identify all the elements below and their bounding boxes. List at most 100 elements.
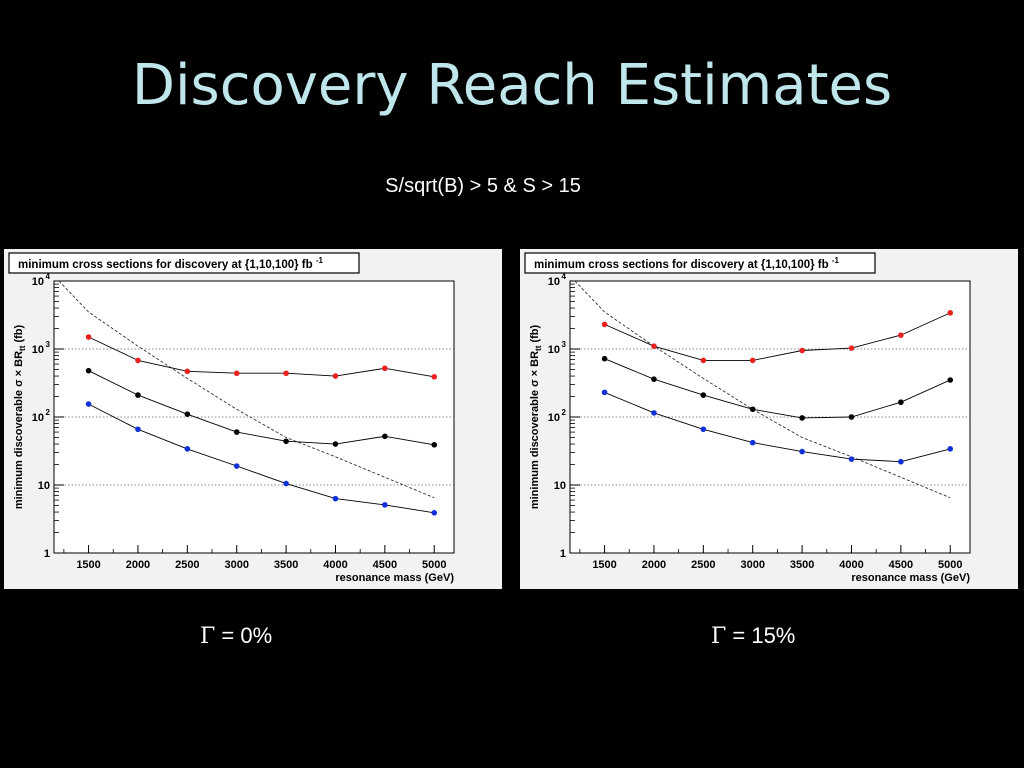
x-tick-label: 2500 [175, 559, 199, 571]
data-point-black [848, 414, 855, 420]
data-point-black [332, 441, 339, 447]
x-tick-label: 2500 [691, 559, 715, 571]
data-point-blue [898, 458, 904, 465]
data-point-black [184, 411, 191, 417]
chart-title: minimum cross sections for discovery at … [534, 256, 840, 271]
chart-title: minimum cross sections for discovery at … [18, 256, 324, 271]
data-point-black [382, 433, 388, 440]
y-tick-label: 10 [548, 276, 560, 288]
data-point-blue [332, 495, 339, 502]
y-tick-exponent: 3 [46, 340, 51, 349]
series-line-blue [604, 391, 951, 463]
x-tick-label: 2000 [126, 559, 150, 571]
series-line-red [88, 336, 435, 378]
y-tick-exponent: 4 [562, 272, 567, 281]
data-point-red [848, 345, 855, 351]
series-line-black [604, 358, 951, 419]
chart-title-box [8, 252, 360, 274]
data-point-red [947, 310, 954, 316]
data-point-blue [799, 448, 805, 455]
data-point-blue [700, 426, 707, 433]
caption-left: Γ = 0% [200, 623, 272, 649]
data-point-blue [749, 439, 756, 446]
data-point-black [283, 438, 289, 445]
data-point-red [651, 343, 657, 349]
data-point-red [283, 370, 289, 377]
chart-left: minimum cross sections for discovery at … [8, 252, 455, 584]
y-tick-label: 1 [44, 548, 50, 560]
data-point-blue [601, 389, 608, 396]
caption-left-text: = 0% [215, 623, 273, 648]
y-tick-exponent: 2 [46, 408, 51, 417]
x-tick-label: 2000 [642, 559, 666, 571]
caption-right-text: = 15% [726, 623, 796, 648]
x-tick-label: 3500 [274, 559, 298, 571]
data-point-red [135, 357, 141, 364]
reference-curve [58, 280, 435, 499]
data-point-red [749, 357, 756, 364]
y-tick-exponent: 4 [46, 272, 51, 281]
chart-panel-left: minimum cross sections for discovery at … [4, 249, 502, 589]
data-point-blue [233, 463, 240, 469]
data-point-blue [283, 480, 289, 487]
y-tick-exponent: 2 [562, 408, 567, 417]
data-point-black [898, 399, 904, 406]
x-tick-label: 4000 [323, 559, 347, 571]
y-axis-label: minimum discoverable σ × BRtt (fb) [13, 325, 27, 510]
data-point-black [135, 392, 141, 398]
x-tick-label: 4500 [373, 559, 397, 571]
data-point-black [799, 415, 805, 421]
y-tick-exponent: 3 [562, 340, 567, 349]
y-tick-label: 1 [560, 548, 566, 560]
data-point-red [431, 374, 438, 380]
y-tick-label: 10 [32, 276, 44, 288]
y-axis-label: minimum discoverable σ × BRtt (fb) [529, 325, 543, 510]
gamma-symbol: Γ [711, 624, 727, 649]
data-point-red [332, 373, 339, 379]
series-line-red [604, 312, 951, 361]
data-point-black [700, 392, 707, 398]
data-point-blue [135, 426, 141, 433]
data-point-blue [947, 446, 954, 452]
x-tick-label: 4500 [889, 559, 913, 571]
y-tick-label: 10 [32, 344, 44, 356]
chart-title-box [524, 252, 876, 274]
data-point-black [947, 377, 954, 383]
y-tick-label: 10 [38, 480, 50, 492]
x-tick-label: 3500 [790, 559, 814, 571]
data-point-blue [184, 446, 191, 452]
series-line-blue [88, 403, 435, 514]
x-tick-label: 5000 [422, 559, 446, 571]
data-point-black [651, 376, 657, 382]
y-tick-label: 10 [548, 344, 560, 356]
data-point-black [431, 442, 438, 448]
caption-right: Γ = 15% [711, 623, 795, 649]
data-point-black [85, 367, 92, 374]
y-tick-label: 10 [548, 412, 560, 424]
data-point-black [601, 355, 608, 362]
y-tick-label: 10 [554, 480, 566, 492]
data-point-red [898, 332, 904, 338]
data-point-black [233, 429, 240, 435]
data-point-red [382, 365, 388, 372]
data-point-red [85, 334, 92, 340]
data-point-red [601, 321, 608, 328]
data-point-blue [382, 502, 388, 508]
x-tick-label: 5000 [938, 559, 962, 571]
x-tick-label: 3000 [224, 559, 248, 571]
slide-title: Discovery Reach Estimates [131, 53, 893, 118]
data-point-red [233, 370, 240, 377]
data-point-blue [431, 510, 438, 516]
data-point-red [184, 368, 191, 375]
x-axis-label: resonance mass (GeV) [335, 572, 454, 584]
chart-panel-right: minimum cross sections for discovery at … [520, 249, 1018, 589]
gamma-symbol: Γ [200, 624, 216, 649]
series-line-black [88, 370, 435, 446]
x-tick-label: 1500 [592, 559, 616, 571]
chart-right: minimum cross sections for discovery at … [524, 252, 971, 584]
x-tick-label: 4000 [839, 559, 863, 571]
data-point-blue [85, 401, 92, 407]
y-tick-label: 10 [32, 412, 44, 424]
x-axis-label: resonance mass (GeV) [851, 572, 970, 584]
x-tick-label: 1500 [76, 559, 100, 571]
